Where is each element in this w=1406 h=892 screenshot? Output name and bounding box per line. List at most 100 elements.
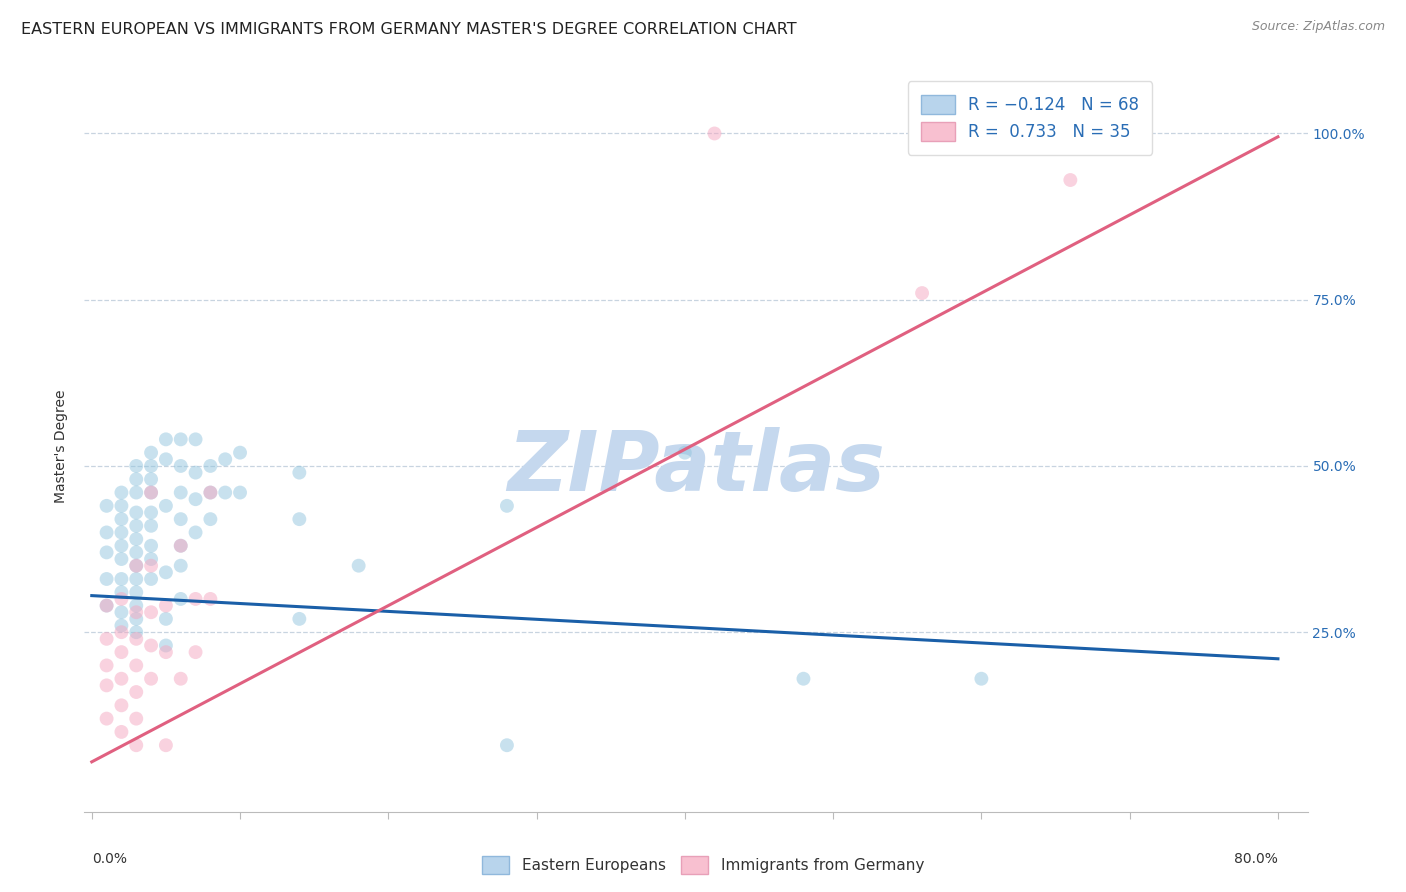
Point [184, 591, 207, 606]
Point [673, 445, 696, 459]
Point [96, 599, 118, 613]
Point [139, 552, 162, 566]
Point [170, 433, 193, 447]
Point [288, 466, 311, 480]
Point [139, 639, 162, 653]
Point [125, 485, 148, 500]
Point [139, 605, 162, 619]
Point [125, 558, 148, 573]
Point [125, 605, 148, 619]
Point [496, 738, 519, 752]
Point [155, 639, 177, 653]
Point [110, 618, 132, 632]
Point [911, 286, 934, 301]
Point [155, 599, 177, 613]
Point [184, 645, 207, 659]
Point [125, 658, 148, 673]
Point [170, 539, 193, 553]
Point [170, 591, 193, 606]
Point [125, 612, 148, 626]
Point [229, 485, 252, 500]
Point [200, 485, 222, 500]
Point [96, 599, 118, 613]
Point [184, 525, 207, 540]
Point [125, 558, 148, 573]
Point [970, 672, 993, 686]
Point [110, 591, 132, 606]
Point [110, 625, 132, 640]
Point [155, 645, 177, 659]
Point [139, 518, 162, 533]
Point [139, 485, 162, 500]
Point [155, 499, 177, 513]
Text: 0.0%: 0.0% [91, 852, 127, 866]
Point [96, 545, 118, 559]
Point [125, 545, 148, 559]
Point [139, 572, 162, 586]
Point [125, 738, 148, 752]
Point [110, 485, 132, 500]
Point [125, 585, 148, 599]
Point [110, 605, 132, 619]
Point [125, 458, 148, 473]
Point [110, 572, 132, 586]
Point [155, 738, 177, 752]
Legend: Eastern Europeans, Immigrants from Germany: Eastern Europeans, Immigrants from Germa… [475, 850, 931, 880]
Point [1059, 173, 1081, 187]
Point [155, 433, 177, 447]
Point [110, 512, 132, 526]
Point [214, 452, 236, 467]
Point [125, 572, 148, 586]
Legend: R = −0.124   N = 68, R =  0.733   N = 35: R = −0.124 N = 68, R = 0.733 N = 35 [908, 81, 1153, 155]
Point [184, 433, 207, 447]
Point [125, 685, 148, 699]
Point [170, 558, 193, 573]
Point [96, 572, 118, 586]
Point [200, 591, 222, 606]
Point [110, 645, 132, 659]
Text: 80.0%: 80.0% [1234, 852, 1278, 866]
Point [155, 566, 177, 580]
Point [139, 458, 162, 473]
Point [170, 539, 193, 553]
Point [125, 518, 148, 533]
Point [139, 672, 162, 686]
Point [125, 599, 148, 613]
Point [347, 558, 370, 573]
Point [125, 712, 148, 726]
Point [110, 539, 132, 553]
Point [139, 506, 162, 520]
Point [170, 485, 193, 500]
Text: ZIPatlas: ZIPatlas [508, 427, 884, 508]
Point [155, 612, 177, 626]
Point [96, 658, 118, 673]
Point [214, 485, 236, 500]
Point [125, 632, 148, 646]
Point [110, 552, 132, 566]
Point [96, 499, 118, 513]
Point [110, 585, 132, 599]
Point [496, 499, 519, 513]
Point [703, 127, 725, 141]
Point [155, 452, 177, 467]
Point [229, 445, 252, 459]
Point [200, 458, 222, 473]
Point [139, 485, 162, 500]
Point [288, 512, 311, 526]
Point [110, 525, 132, 540]
Point [184, 466, 207, 480]
Point [139, 445, 162, 459]
Point [110, 672, 132, 686]
Point [125, 506, 148, 520]
Point [139, 558, 162, 573]
Point [184, 492, 207, 507]
Text: Source: ZipAtlas.com: Source: ZipAtlas.com [1251, 20, 1385, 33]
Point [200, 512, 222, 526]
Point [200, 485, 222, 500]
Point [125, 472, 148, 486]
Y-axis label: Master's Degree: Master's Degree [55, 389, 69, 503]
Point [96, 712, 118, 726]
Text: EASTERN EUROPEAN VS IMMIGRANTS FROM GERMANY MASTER'S DEGREE CORRELATION CHART: EASTERN EUROPEAN VS IMMIGRANTS FROM GERM… [21, 22, 797, 37]
Point [125, 625, 148, 640]
Point [170, 458, 193, 473]
